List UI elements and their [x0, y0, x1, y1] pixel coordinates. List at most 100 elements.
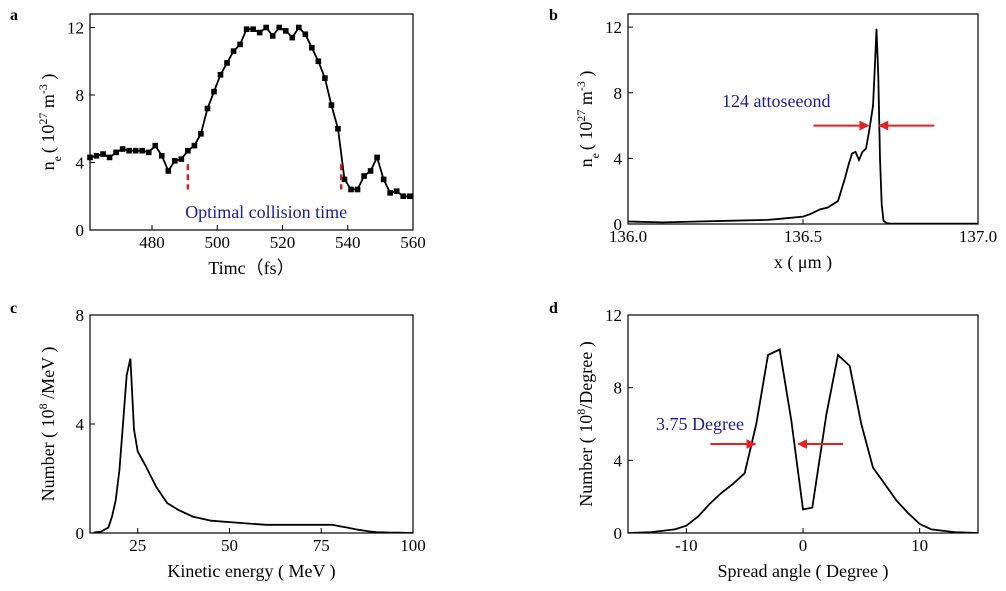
y-axis-title-part: m — [576, 91, 596, 110]
y-axis-title: Number ( 108/Degree ) — [574, 341, 597, 506]
data-point — [341, 176, 348, 183]
y-axis-title-part: n — [576, 158, 596, 167]
y-tick-label: 8 — [614, 84, 623, 103]
y-axis-title-part: m — [38, 94, 58, 113]
y-tick-label: 0 — [76, 524, 85, 543]
data-point — [106, 154, 113, 161]
annotation-fwhm: 124 attoseeond — [722, 91, 830, 111]
series-line — [93, 358, 413, 533]
panel-label-a: a — [10, 7, 18, 24]
plot-frame-b — [627, 13, 979, 225]
data-point — [406, 193, 413, 200]
x-axis-title: Timc（fs） — [208, 258, 294, 278]
data-point — [296, 24, 302, 31]
panel-label-c: c — [10, 300, 17, 317]
data-point — [282, 28, 289, 34]
y-axis-title-part: e — [50, 156, 64, 161]
y-tick-label: 4 — [76, 415, 85, 434]
y-axis-title-part: e — [588, 153, 602, 158]
data-point — [224, 60, 230, 66]
data-point — [100, 151, 106, 157]
data-point — [256, 29, 263, 36]
annotation-optimal-collision: Optimal collision time — [185, 202, 347, 222]
data-point — [204, 105, 211, 112]
y-axis-title: ne ( 1027 m-3 ) — [574, 71, 602, 168]
data-point — [250, 26, 256, 32]
data-point — [354, 186, 361, 193]
x-tick-label: 136.5 — [784, 227, 822, 246]
panel-label-d: d — [549, 300, 558, 317]
y-tick-label: 4 — [614, 451, 623, 470]
y-axis-title-part: n — [38, 161, 58, 170]
series-line — [90, 26, 410, 198]
data-point — [165, 168, 172, 174]
y-tick-label: 0 — [76, 221, 85, 240]
x-axis-title: Kinetic energy ( MeV ) — [167, 561, 335, 582]
data-point — [178, 156, 185, 162]
data-point — [387, 190, 393, 196]
y-tick-label: 4 — [614, 149, 623, 168]
y-tick-label: 4 — [76, 154, 85, 173]
x-tick-label: 50 — [221, 536, 238, 555]
y-axis-title-part: -3 — [36, 84, 50, 94]
data-point — [191, 142, 198, 149]
chart-panel-b: 136.0 136.5 137.0 0 4 8 12 x ( μm ) ne ( 1027 m-3… — [574, 13, 997, 273]
y-axis-title-part: ) — [576, 71, 597, 82]
data-point — [132, 147, 139, 154]
data-point — [263, 24, 269, 31]
data-point — [172, 158, 178, 164]
y-axis-title-part: 27 — [574, 110, 588, 122]
y-axis-title-part: 27 — [36, 113, 50, 125]
annotation-fwhm: 3.75 Degree — [656, 414, 744, 434]
x-tick-label: 480 — [139, 233, 165, 252]
y-axis-title-part: Number ( 10 — [38, 409, 59, 501]
data-point — [380, 176, 387, 183]
y-axis-title: Number ( 108 /MeV ) — [36, 347, 59, 502]
plot-frame-a — [89, 13, 414, 231]
y-axis-title-part: ( 10 — [38, 125, 59, 154]
data-point — [269, 33, 276, 39]
data-point — [328, 102, 335, 108]
data-point — [158, 152, 165, 159]
chart-panel-c: 25 50 75 100 0 4 8 Kinetic energy ( MeV ) Number… — [36, 306, 426, 582]
data-point — [309, 44, 315, 51]
y-tick-label: 12 — [605, 306, 622, 325]
data-point — [400, 193, 407, 200]
plot-frame-c — [89, 314, 414, 534]
data-point — [198, 131, 204, 137]
data-point — [361, 173, 367, 179]
chart-panel-d: -10 0 10 0 4 8 12 Spread angle ( Degree ) Number… — [574, 306, 979, 582]
series-line — [628, 28, 978, 224]
data-point — [237, 41, 243, 48]
x-tick-label: 560 — [400, 233, 426, 252]
data-point — [374, 154, 380, 161]
x-tick-label: 520 — [270, 233, 296, 252]
y-axis-title-part: /Degree ) — [576, 341, 597, 408]
data-point — [289, 34, 296, 41]
y-axis-title-part: 8 — [36, 403, 50, 409]
y-axis-title-part: ) — [38, 74, 59, 85]
x-tick-label: 500 — [204, 233, 230, 252]
data-point — [315, 58, 322, 65]
y-axis-title-part: 8 — [574, 409, 588, 415]
x-axis-title: x ( μm ) — [774, 252, 832, 273]
data-point — [393, 188, 400, 194]
data-point — [217, 71, 224, 78]
y-axis-title: ne ( 1027 m-3 ) — [36, 74, 64, 171]
data-point — [185, 147, 191, 154]
x-tick-label: 25 — [129, 536, 146, 555]
y-tick-label: 12 — [605, 18, 622, 37]
data-point — [152, 142, 159, 149]
y-tick-label: 0 — [614, 215, 623, 234]
y-axis-title-part: Number ( 10 — [576, 415, 597, 507]
x-tick-label: 137.0 — [959, 227, 997, 246]
x-tick-label: 0 — [799, 536, 808, 555]
data-point — [211, 88, 217, 95]
data-point — [145, 149, 152, 156]
data-point — [87, 154, 93, 161]
data-point — [139, 147, 146, 154]
data-point — [367, 168, 374, 174]
data-point — [276, 24, 283, 31]
y-axis-title-part: /MeV ) — [38, 347, 59, 404]
